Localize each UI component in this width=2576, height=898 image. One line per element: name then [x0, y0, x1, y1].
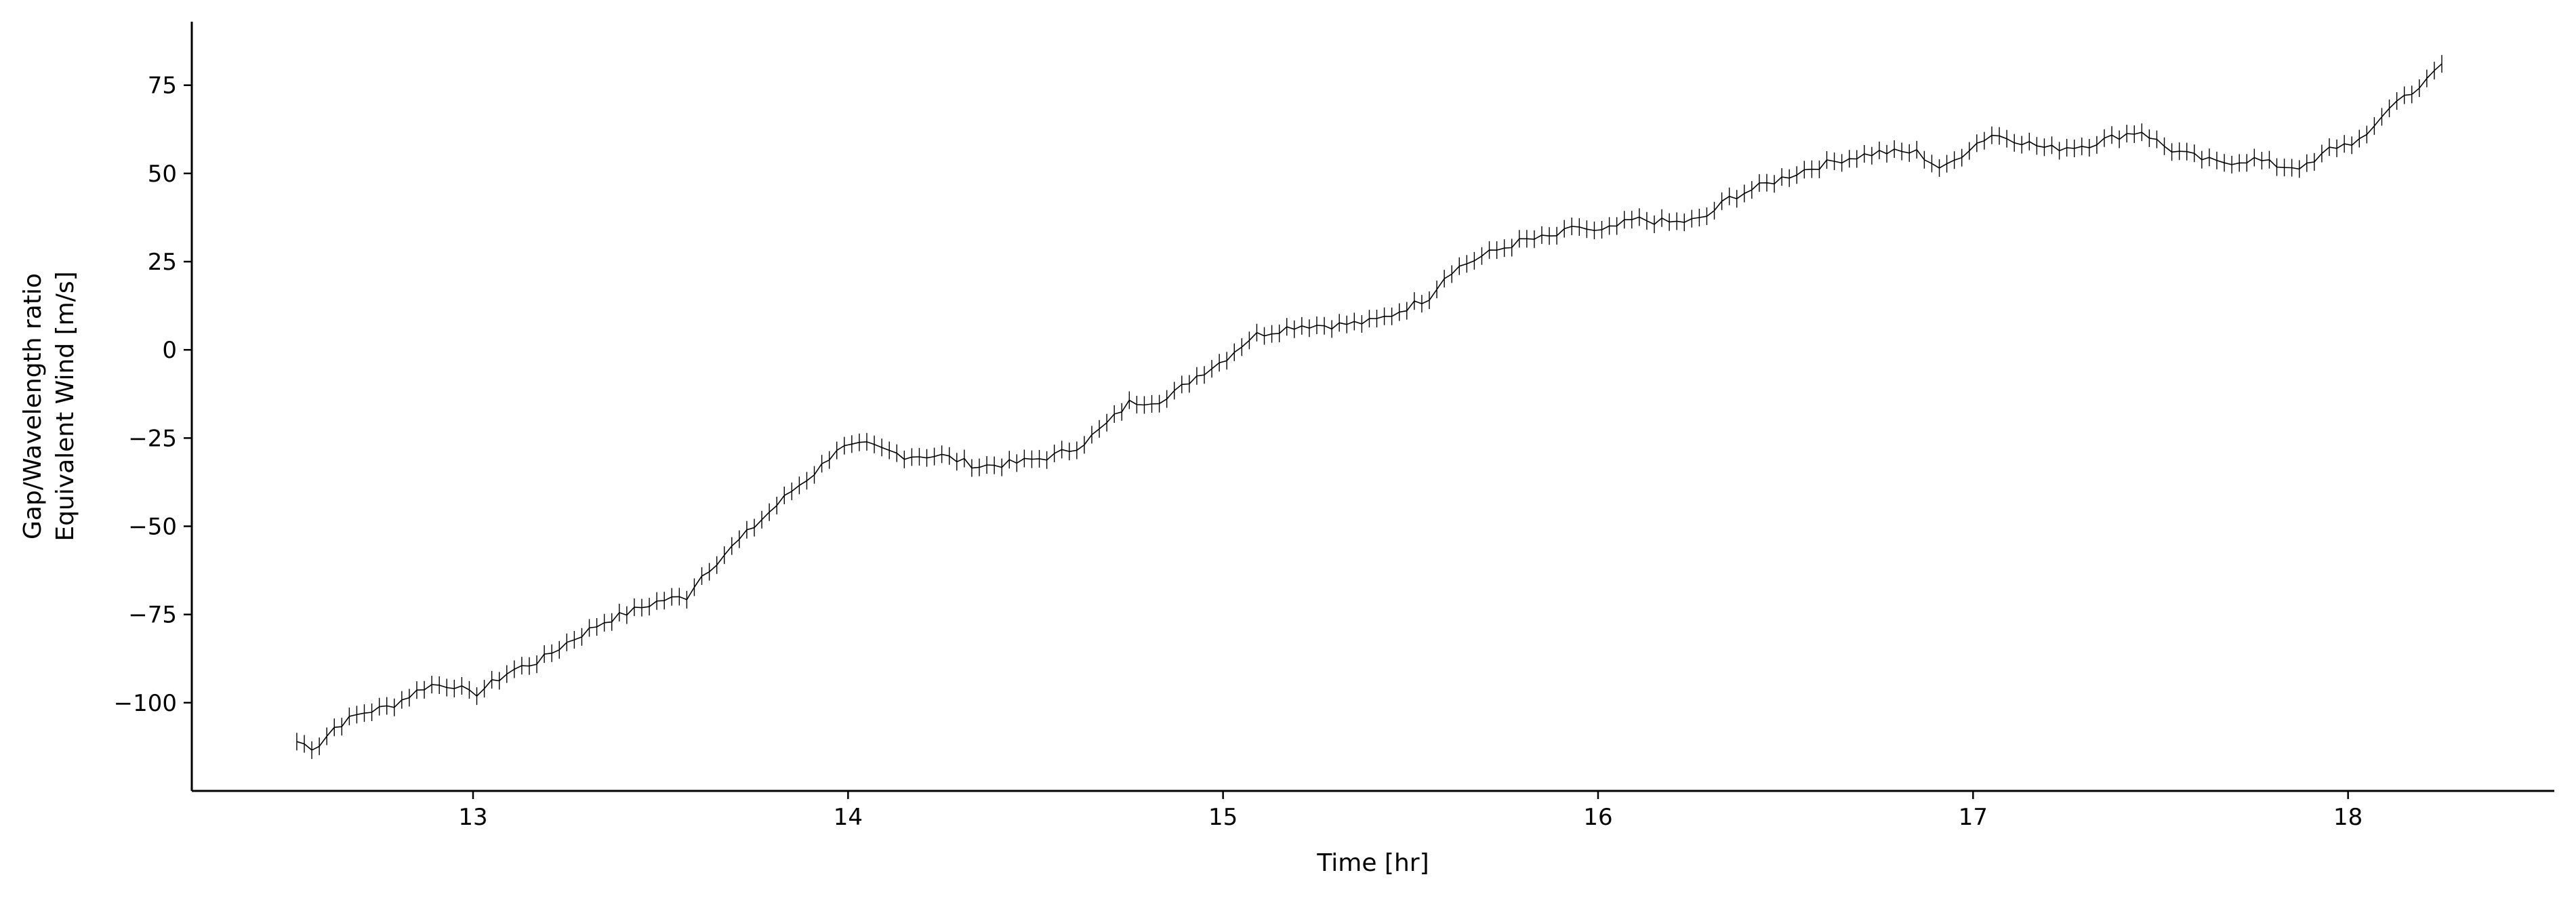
x-tick-label: 14 [834, 804, 863, 831]
y-axis-label-line-1: Gap/Wavelength ratio [19, 273, 47, 539]
x-tick-label: 16 [1583, 804, 1612, 831]
y-tick-label: −50 [128, 514, 177, 541]
axes: 13 14 15 16 17 18 75 50 25 0 −25 −50 −75 −100 [114, 22, 2554, 831]
y-tick-label: −75 [128, 602, 177, 629]
y-tick-label: −100 [114, 690, 177, 717]
y-tick-label: 25 [148, 249, 177, 276]
error-bars [296, 55, 2442, 759]
y-tick-label: 50 [148, 161, 177, 188]
x-tick-label: 18 [2333, 804, 2363, 831]
x-tick-label: 13 [458, 804, 487, 831]
series-line [296, 63, 2442, 751]
y-axis-label-line-2: Equivalent Wind [m/s] [52, 271, 79, 541]
x-tick-label: 15 [1208, 804, 1238, 831]
x-tick-label: 17 [1959, 804, 1988, 831]
y-tick-label: 75 [148, 73, 177, 100]
y-tick-label: −25 [128, 425, 177, 452]
x-axis-label: Time [hr] [1316, 849, 1429, 877]
y-tick-label: 0 [162, 337, 177, 364]
